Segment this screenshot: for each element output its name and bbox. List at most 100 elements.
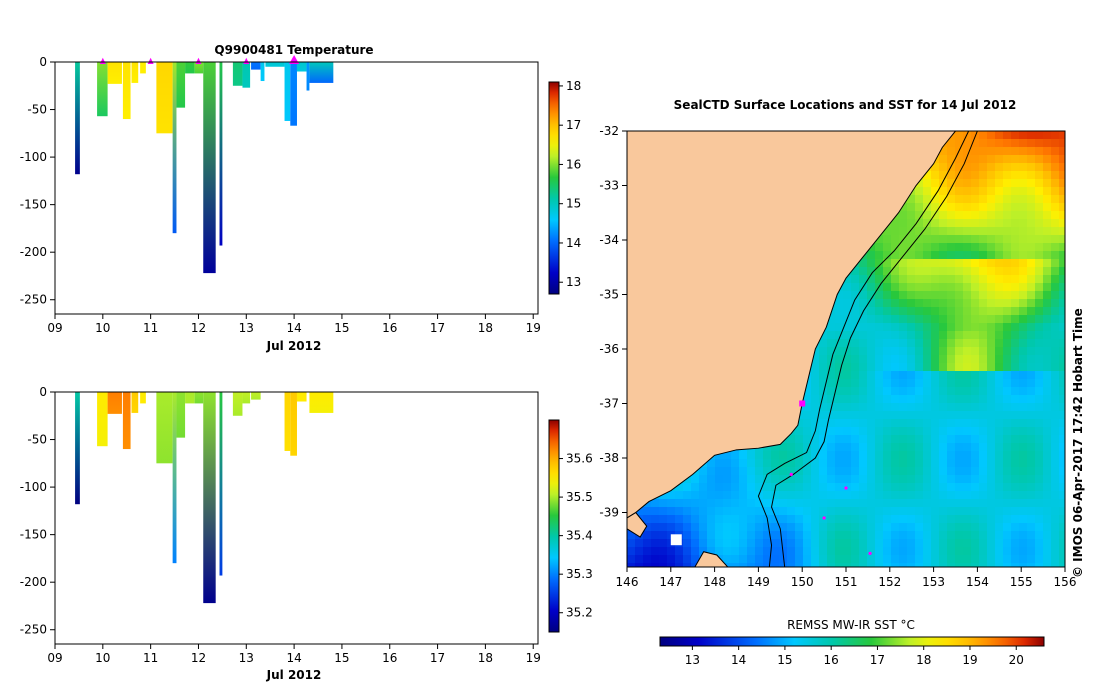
- sst-cell: [1027, 179, 1036, 188]
- sst-cell: [947, 411, 956, 420]
- sst-cell: [987, 291, 996, 300]
- sst-cell: [883, 395, 892, 404]
- lat-tick-label: -36: [599, 342, 619, 356]
- sst-cell: [1027, 475, 1036, 484]
- sst-cell: [835, 515, 844, 524]
- profile-bar: [185, 392, 195, 404]
- sst-cell: [1051, 227, 1060, 236]
- sst-cell: [1027, 371, 1036, 380]
- sst-cell: [747, 563, 756, 567]
- sst-cell: [915, 523, 924, 532]
- sst-cell: [1059, 555, 1065, 564]
- sst-cell: [635, 507, 644, 516]
- sst-cell: [1011, 171, 1020, 180]
- sst-cell: [819, 427, 828, 436]
- sst-cell: [1003, 251, 1012, 260]
- sst-cell: [747, 467, 756, 476]
- colorbar-tick-label: 14: [566, 236, 581, 250]
- sst-cell: [939, 491, 948, 500]
- sst-cell: [739, 483, 748, 492]
- sst-cell: [835, 459, 844, 468]
- sst-cell: [987, 563, 996, 567]
- sst-cell: [787, 483, 796, 492]
- sst-cell: [947, 555, 956, 564]
- sst-cell: [755, 555, 764, 564]
- sst-cell: [907, 523, 916, 532]
- sst-cell: [907, 211, 916, 220]
- sst-cell: [883, 243, 892, 252]
- sst-cell: [939, 155, 948, 164]
- sst-cell: [1027, 331, 1036, 340]
- sst-cell: [627, 547, 636, 556]
- sst-cell: [971, 371, 980, 380]
- sst-cell: [1019, 291, 1028, 300]
- sst-cell: [683, 483, 692, 492]
- sst-cell: [923, 219, 932, 228]
- sst-cell: [835, 563, 844, 567]
- sst-cell: [1011, 339, 1020, 348]
- sst-cell: [1043, 195, 1052, 204]
- sst-cell: [1019, 163, 1028, 172]
- sst-cell: [771, 515, 780, 524]
- sst-cell: [803, 555, 812, 564]
- sst-cell: [931, 563, 940, 567]
- sst-cell: [1011, 203, 1020, 212]
- sst-cell: [843, 355, 852, 364]
- sst-cell: [1043, 179, 1052, 188]
- sst-cell: [1035, 219, 1044, 228]
- data-gap: [670, 534, 682, 546]
- sst-cell: [923, 355, 932, 364]
- sst-cell: [1043, 291, 1052, 300]
- sst-cell: [891, 379, 900, 388]
- sst-cell: [971, 355, 980, 364]
- sst-cell: [955, 219, 964, 228]
- sst-cell: [811, 467, 820, 476]
- sst-cell: [1027, 379, 1036, 388]
- sst-cell: [987, 219, 996, 228]
- sst-cell: [995, 363, 1004, 372]
- sst-cell: [995, 379, 1004, 388]
- sst-cell: [939, 515, 948, 524]
- sst-cell: [803, 387, 812, 396]
- sst-cell: [907, 547, 916, 556]
- sst-cell: [699, 499, 708, 508]
- sst-cell: [811, 483, 820, 492]
- sst-cell: [947, 379, 956, 388]
- sst-cell: [787, 523, 796, 532]
- sst-cell: [987, 307, 996, 316]
- sst-cell: [987, 315, 996, 324]
- sst-cell: [963, 539, 972, 548]
- sst-cell: [691, 547, 700, 556]
- sst-cell: [771, 475, 780, 484]
- sst-cell: [675, 491, 684, 500]
- sst-cell: [1011, 443, 1020, 452]
- sst-cell: [1035, 507, 1044, 516]
- sst-cell: [875, 235, 884, 244]
- sst-cell: [779, 555, 788, 564]
- sst-cell: [1019, 451, 1028, 460]
- sst-cell: [891, 243, 900, 252]
- sst-cell: [755, 499, 764, 508]
- sst-cell: [1051, 299, 1060, 308]
- sst-cell: [1027, 403, 1036, 412]
- sst-cell: [955, 275, 964, 284]
- sst-cell: [891, 387, 900, 396]
- sst-cell: [923, 507, 932, 516]
- sst-cell: [987, 387, 996, 396]
- sst-cell: [651, 523, 660, 532]
- sst-cell: [923, 179, 932, 188]
- sst-cell: [979, 203, 988, 212]
- sst-cell: [1035, 259, 1044, 268]
- sst-cell: [1051, 171, 1060, 180]
- sst-cell: [1011, 219, 1020, 228]
- sst-cell: [931, 515, 940, 524]
- sst-cell: [971, 307, 980, 316]
- sst-cell: [963, 395, 972, 404]
- sst-cell: [1043, 299, 1052, 308]
- sst-cell: [907, 195, 916, 204]
- sst-cell: [1035, 187, 1044, 196]
- sst-cell: [811, 491, 820, 500]
- sst-cell: [955, 499, 964, 508]
- sst-cell: [1019, 531, 1028, 540]
- sst-cell: [1043, 515, 1052, 524]
